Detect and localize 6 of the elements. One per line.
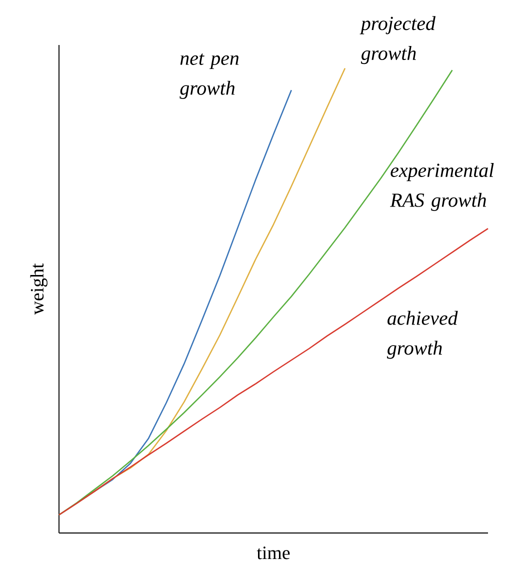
series-label: experimental RAS growth xyxy=(390,163,494,211)
x-axis-title: time xyxy=(256,546,290,560)
series-label: projected growth xyxy=(360,16,436,64)
text: net pen growth xyxy=(180,54,239,99)
y-axis-title: weight xyxy=(30,263,48,315)
series-label: achieved growth xyxy=(386,310,458,359)
